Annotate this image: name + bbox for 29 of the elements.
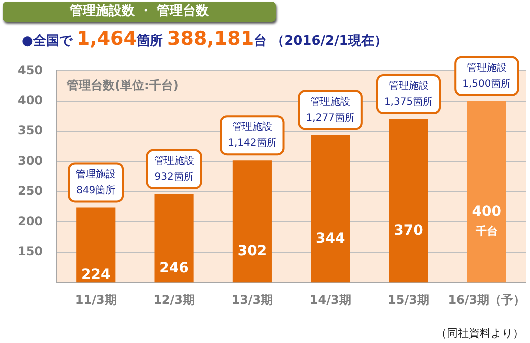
data-label: 370	[394, 222, 424, 239]
x-tick-label: 11/3期	[75, 292, 117, 307]
chart-subtitle: ●全国で 1,464箇所 388,181台 （2016/2/1現在）	[22, 28, 388, 50]
annotation: 管理施設 1,142箇所	[228, 121, 277, 150]
data-label: 400 千台	[472, 204, 502, 238]
x-tick-label: 16/3期（予）	[448, 292, 526, 307]
data-label: 344	[316, 230, 346, 247]
y-tick-label: 400	[18, 94, 44, 108]
chart-title: 管理施設数 ・ 管理台数	[3, 2, 276, 22]
y-tick-label: 250	[18, 184, 44, 198]
annotation: 管理施設 1,375箇所	[384, 80, 434, 108]
text: （同社資料より）	[436, 326, 524, 341]
annotation: 管理施設 1,277箇所	[306, 96, 355, 124]
x-tick-label: 13/3期	[232, 292, 274, 307]
y-axis-title: 管理台数(単位:千台)	[66, 78, 179, 92]
annotation: 管理施設 849箇所	[76, 168, 116, 196]
y-tick-label: 200	[18, 214, 44, 228]
data-label: 224	[82, 266, 111, 283]
x-tick-label: 12/3期	[154, 292, 196, 307]
data-label: 246	[160, 260, 189, 276]
y-tick-label: 150	[18, 244, 44, 259]
x-tick-label: 14/3期	[310, 292, 352, 307]
annotation: 管理施設 1,500箇所	[462, 62, 512, 90]
y-tick-label: 300	[18, 154, 44, 168]
y-tick-label: 350	[18, 124, 44, 138]
annotation: 管理施設 932箇所	[154, 155, 194, 184]
y-tick-label: 450	[18, 63, 44, 78]
x-tick-label: 15/3期	[388, 292, 430, 307]
data-label: 302	[238, 243, 268, 260]
